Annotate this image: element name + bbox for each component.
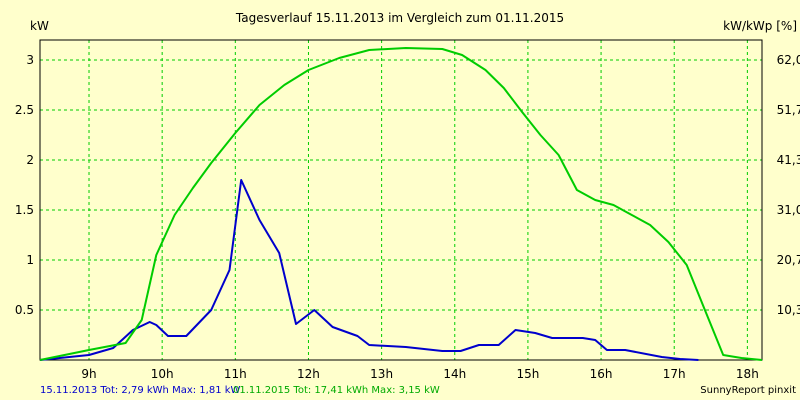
y-right-tick-label: 20,7 <box>777 253 800 267</box>
plot-border <box>39 39 763 361</box>
x-tick-label: 16h <box>590 367 613 381</box>
x-tick-label: 12h <box>297 367 320 381</box>
axis-labels: 9h 10h 11h 12h 13h 14h 15h 16h 17h 18h 0.5 10,3 1 20,… <box>15 53 800 381</box>
y-left-tick-label: 1 <box>26 253 34 267</box>
y-right-tick-label: 51,7 <box>777 103 800 117</box>
footer-series1-summary: 15.11.2013 Tot: 2,79 kWh Max: 1,81 kW <box>40 385 241 396</box>
x-tick-label: 11h <box>224 367 247 381</box>
left-axis-unit-label: kW <box>30 19 49 33</box>
x-tick-label: 15h <box>516 367 539 381</box>
x-tick-label: 18h <box>736 367 759 381</box>
y-right-tick-label: 10,3 <box>777 303 800 317</box>
series-line-2 <box>39 47 763 361</box>
x-tick-label: 10h <box>151 367 174 381</box>
series-line-1 <box>39 179 699 361</box>
y-right-tick-label: 31,0 <box>777 203 800 217</box>
y-left-tick-label: 2.5 <box>15 103 34 117</box>
footer-series2-summary: 01.11.2015 Tot: 17,41 kWh Max: 3,15 kW <box>233 385 440 396</box>
x-tick-label: 14h <box>443 367 466 381</box>
series-layer <box>39 47 763 361</box>
y-left-tick-label: 0.5 <box>15 303 34 317</box>
x-tick-label: 17h <box>663 367 686 381</box>
y-right-tick-label: 41,3 <box>777 153 800 167</box>
grid-layer <box>40 40 762 360</box>
y-left-tick-label: 1.5 <box>15 203 34 217</box>
x-tick-label: 9h <box>81 367 96 381</box>
footer-credit: SunnyReport pinxit <box>700 385 796 396</box>
y-left-tick-label: 2 <box>26 153 34 167</box>
right-axis-unit-label: kW/kWp [%] <box>723 19 797 33</box>
plot-frame <box>39 39 763 361</box>
x-tick-label: 13h <box>370 367 393 381</box>
chart-title: Tagesverlauf 15.11.2013 im Vergleich zum… <box>235 11 564 25</box>
y-left-tick-label: 3 <box>26 53 34 67</box>
y-right-tick-label: 62,0 <box>777 53 800 67</box>
